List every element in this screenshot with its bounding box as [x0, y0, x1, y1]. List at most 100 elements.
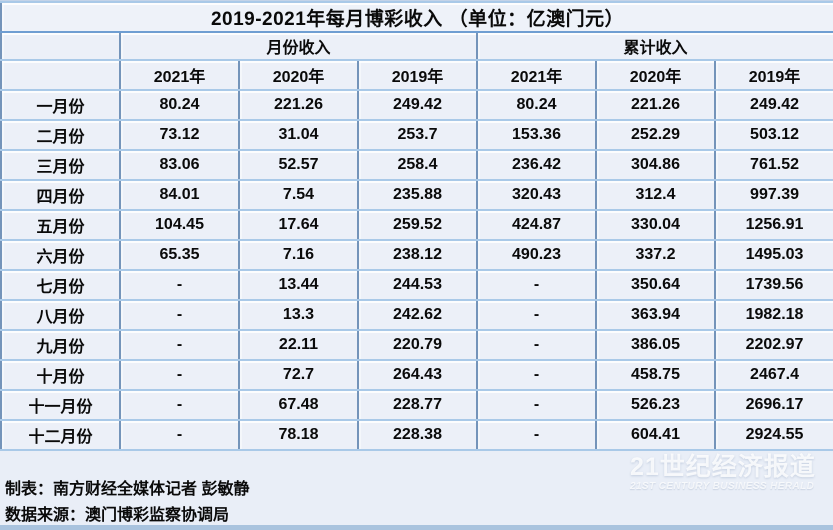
value-cell: 52.57: [238, 149, 359, 181]
value-cell: 363.94: [595, 299, 716, 331]
value-cell: 80.24: [476, 89, 597, 121]
value-cell: 997.39: [713, 179, 833, 211]
brand-watermark: 21世纪经济报道 21ST CENTURY BUSINESS HERALD: [630, 454, 816, 493]
month-label: 一月份: [0, 89, 121, 121]
value-cell: 228.77: [357, 389, 478, 421]
table-row: 二月份 73.12 31.04 253.7 153.36 252.29 503.12: [0, 119, 833, 151]
value-cell: 1495.03: [713, 239, 833, 271]
value-cell: 2202.97: [713, 329, 833, 361]
value-cell: 337.2: [595, 239, 716, 271]
value-cell: 104.45: [119, 209, 240, 241]
month-label: 二月份: [0, 119, 121, 151]
value-cell: 221.26: [238, 89, 359, 121]
value-cell: -: [476, 389, 597, 421]
value-cell: -: [119, 419, 240, 451]
table-row: 一月份 80.24 221.26 249.42 80.24 221.26 249.42: [0, 89, 833, 121]
value-cell: 80.24: [119, 89, 240, 121]
value-cell: 424.87: [476, 209, 597, 241]
table-row: 十月份 -72.7 264.43-458.75 2467.4: [0, 359, 833, 391]
value-cell: 330.04: [595, 209, 716, 241]
value-cell: 2696.17: [713, 389, 833, 421]
value-cell: 73.12: [119, 119, 240, 151]
year-header: 2020年: [238, 59, 359, 91]
value-cell: 78.18: [238, 419, 359, 451]
value-cell: 350.64: [595, 269, 716, 301]
value-cell: 490.23: [476, 239, 597, 271]
value-cell: 264.43: [357, 359, 478, 391]
value-cell: 249.42: [713, 89, 833, 121]
value-cell: -: [476, 299, 597, 331]
value-cell: 235.88: [357, 179, 478, 211]
value-cell: 526.23: [595, 389, 716, 421]
value-cell: 244.53: [357, 269, 478, 301]
year-header: 2019年: [713, 59, 833, 91]
value-cell: 253.7: [357, 119, 478, 151]
value-cell: 238.12: [357, 239, 478, 271]
value-cell: 1982.18: [713, 299, 833, 331]
value-cell: -: [119, 359, 240, 391]
group-header-cumulative: 累计收入: [475, 31, 833, 61]
value-cell: 304.86: [595, 149, 716, 181]
table-row: 八月份 -13.3 242.62-363.94 1982.18: [0, 299, 833, 331]
value-cell: 13.44: [238, 269, 359, 301]
value-cell: 84.01: [119, 179, 240, 211]
table-row: 七月份 -13.44 244.53-350.64 1739.56: [0, 269, 833, 301]
month-label: 八月份: [0, 299, 121, 331]
year-header: 2019年: [357, 59, 478, 91]
value-cell: 83.06: [119, 149, 240, 181]
value-cell: 604.41: [595, 419, 716, 451]
value-cell: 252.29: [595, 119, 716, 151]
value-cell: 312.4: [595, 179, 716, 211]
value-cell: 7.54: [238, 179, 359, 211]
value-cell: 13.3: [238, 299, 359, 331]
value-cell: 761.52: [713, 149, 833, 181]
value-cell: 22.11: [238, 329, 359, 361]
data-source-text: 数据来源：澳门博彩监察协调局: [5, 507, 230, 524]
year-header-row: 2021年 2020年 2019年 2021年 2020年 2019年: [0, 59, 833, 91]
revenue-table: 2019-2021年每月博彩收入 （单位：亿澳门元） 月份收入 累计收入 202…: [0, 1, 833, 451]
table-row: 九月份 -22.11 220.79-386.05 2202.97: [0, 329, 833, 361]
title-row: 2019-2021年每月博彩收入 （单位：亿澳门元）: [0, 1, 833, 33]
month-label: 六月份: [0, 239, 121, 271]
value-cell: 7.16: [238, 239, 359, 271]
value-cell: 386.05: [595, 329, 716, 361]
corner-blank-cell: [0, 59, 121, 91]
watermark-chinese-text: 21世纪经济报道: [630, 453, 816, 481]
value-cell: -: [119, 269, 240, 301]
table-body: 一月份 80.24 221.26 249.42 80.24 221.26 249.42 二月份…: [0, 89, 833, 451]
table-row: 十一月份 -67.48 228.77-526.23 2696.17: [0, 389, 833, 421]
footer-credits: 制表：南方财经全媒体记者 彭敏静 数据来源：澳门博彩监察协调局: [5, 477, 249, 529]
year-header: 2020年: [595, 59, 716, 91]
value-cell: 458.75: [595, 359, 716, 391]
group-header-monthly: 月份收入: [119, 31, 478, 61]
value-cell: 503.12: [713, 119, 833, 151]
page-title: 2019-2021年每月博彩收入 （单位：亿澳门元）: [0, 1, 833, 33]
month-label: 五月份: [0, 209, 121, 241]
value-cell: 236.42: [476, 149, 597, 181]
month-label: 十二月份: [0, 419, 121, 451]
value-cell: 249.42: [357, 89, 478, 121]
value-cell: 2924.55: [713, 419, 833, 451]
group-header-row: 月份收入 累计收入: [0, 31, 833, 61]
month-label: 七月份: [0, 269, 121, 301]
value-cell: -: [476, 329, 597, 361]
table-row: 四月份 84.01 7.54 235.88 320.43 312.4 997.39: [0, 179, 833, 211]
value-cell: 221.26: [595, 89, 716, 121]
month-label: 九月份: [0, 329, 121, 361]
value-cell: 65.35: [119, 239, 240, 271]
month-label: 十一月份: [0, 389, 121, 421]
month-label: 三月份: [0, 149, 121, 181]
value-cell: 320.43: [476, 179, 597, 211]
value-cell: 220.79: [357, 329, 478, 361]
value-cell: -: [119, 299, 240, 331]
bottom-border-band: [0, 525, 833, 530]
value-cell: 17.64: [238, 209, 359, 241]
table-row: 三月份 83.06 52.57 258.4 236.42 304.86 761.52: [0, 149, 833, 181]
value-cell: 2467.4: [713, 359, 833, 391]
value-cell: -: [476, 419, 597, 451]
value-cell: 1739.56: [713, 269, 833, 301]
year-header: 2021年: [476, 59, 597, 91]
table-row: 五月份 104.45 17.64 259.52 424.87 330.04 1256.91: [0, 209, 833, 241]
watermark-english-text: 21ST CENTURY BUSINESS HERALD: [630, 481, 815, 492]
